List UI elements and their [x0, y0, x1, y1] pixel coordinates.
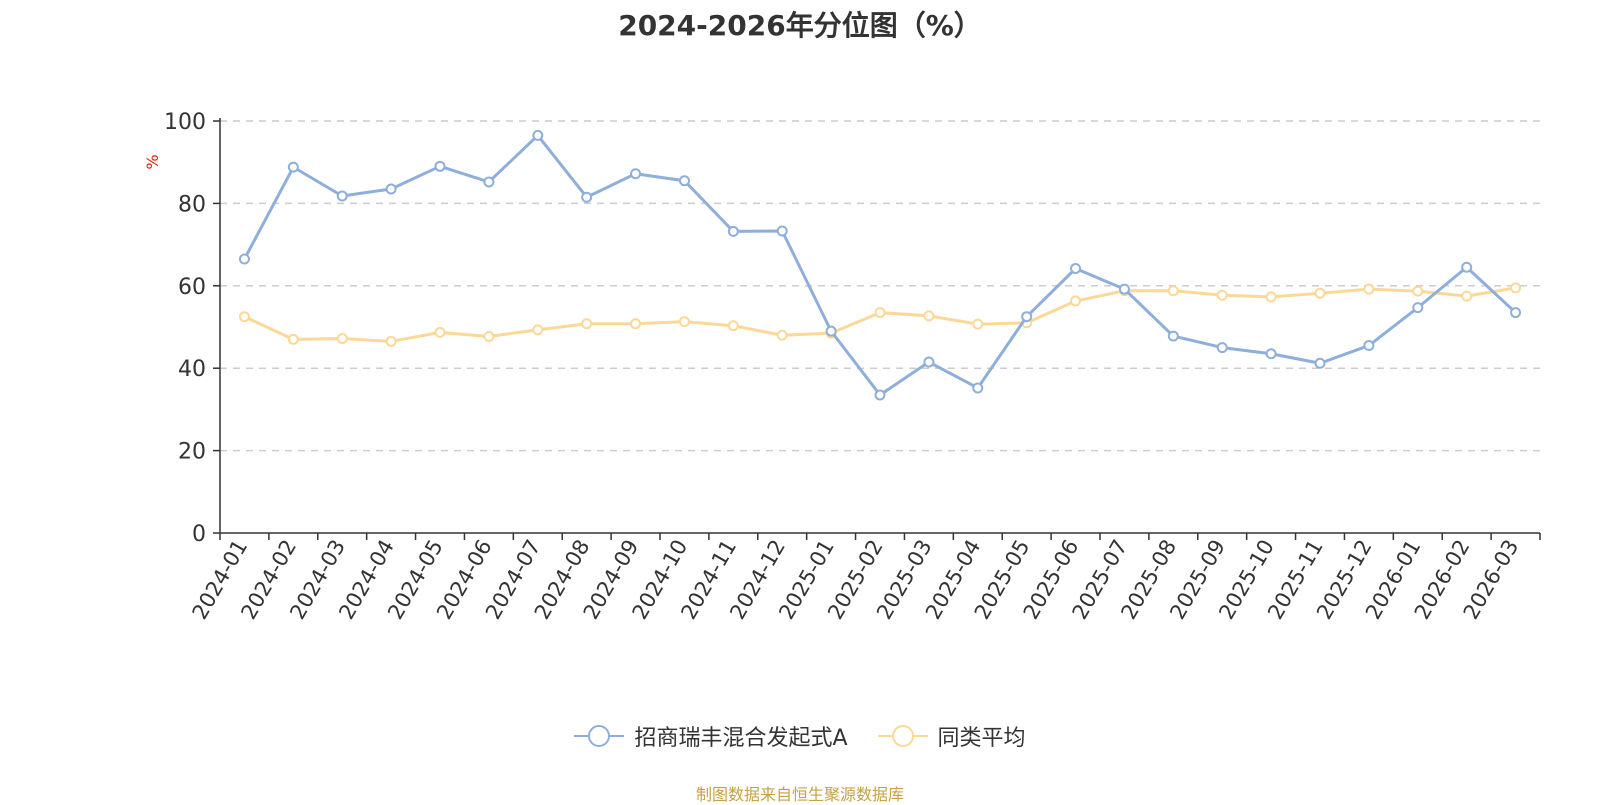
data-point — [972, 382, 984, 394]
data-point — [287, 161, 299, 173]
data-point — [532, 129, 544, 141]
data-point — [483, 330, 495, 342]
data-point — [336, 333, 348, 345]
data-point — [1070, 295, 1082, 307]
data-point — [1167, 285, 1179, 297]
data-point — [385, 335, 397, 347]
y-tick-label: 100 — [164, 110, 206, 135]
data-point — [434, 326, 446, 338]
data-point — [874, 389, 886, 401]
y-axis-label: % — [143, 154, 162, 169]
data-point — [923, 310, 935, 322]
data-point — [1363, 283, 1375, 295]
legend-label: 同类平均 — [937, 726, 1026, 751]
data-point — [1461, 290, 1473, 302]
data-point — [1265, 291, 1277, 303]
y-tick-label: 0 — [192, 522, 206, 547]
data-point — [1314, 287, 1326, 299]
data-point — [825, 325, 837, 337]
data-point — [678, 316, 690, 328]
source-note: 制图数据来自恒生聚源数据库 — [695, 785, 904, 804]
data-point — [385, 183, 397, 195]
data-point — [1314, 357, 1326, 369]
grid-lines — [220, 120, 1540, 452]
data-point — [727, 225, 739, 237]
data-point — [581, 318, 593, 330]
data-point — [1412, 285, 1424, 297]
series-line — [243, 133, 1517, 397]
data-point — [1412, 302, 1424, 314]
data-point — [630, 318, 642, 330]
chart-title: 2024-2026年分位图（%） — [618, 9, 982, 42]
data-point — [1363, 340, 1375, 352]
legend-item-series-2[interactable]: 同类平均 — [877, 720, 1026, 752]
data-point — [336, 190, 348, 202]
data-point — [630, 168, 642, 180]
data-point — [874, 307, 886, 319]
data-point — [1510, 307, 1522, 319]
data-point — [1510, 282, 1522, 294]
data-point — [923, 356, 935, 368]
data-point — [678, 175, 690, 187]
data-point — [532, 324, 544, 336]
data-point — [1265, 348, 1277, 360]
series-lines — [238, 129, 1522, 401]
data-point — [1021, 311, 1033, 323]
data-point — [287, 333, 299, 345]
data-point — [1167, 330, 1179, 342]
legend: 招商瑞丰混合发起式A 同类平均 — [0, 720, 1600, 752]
data-point — [1118, 283, 1130, 295]
legend-label: 招商瑞丰混合发起式A — [634, 726, 848, 751]
data-point — [776, 225, 788, 237]
axes — [213, 118, 1541, 540]
data-point — [1461, 261, 1473, 273]
legend-marker-icon — [877, 725, 928, 747]
data-point — [1216, 289, 1228, 301]
y-tick-label: 20 — [178, 440, 206, 465]
data-point — [727, 320, 739, 332]
data-point — [434, 160, 446, 172]
data-point — [1216, 342, 1228, 354]
legend-item-series-1[interactable]: 招商瑞丰混合发起式A — [574, 720, 848, 752]
data-point — [238, 311, 250, 323]
data-point — [238, 253, 250, 265]
data-point — [483, 176, 495, 188]
data-point — [581, 191, 593, 203]
y-tick-label: 80 — [178, 192, 206, 217]
y-tick-label: 40 — [178, 357, 206, 382]
data-point — [1070, 262, 1082, 274]
legend-marker-icon — [574, 725, 625, 747]
y-tick-label: 60 — [178, 275, 206, 300]
data-point — [972, 318, 984, 330]
data-point — [776, 329, 788, 341]
